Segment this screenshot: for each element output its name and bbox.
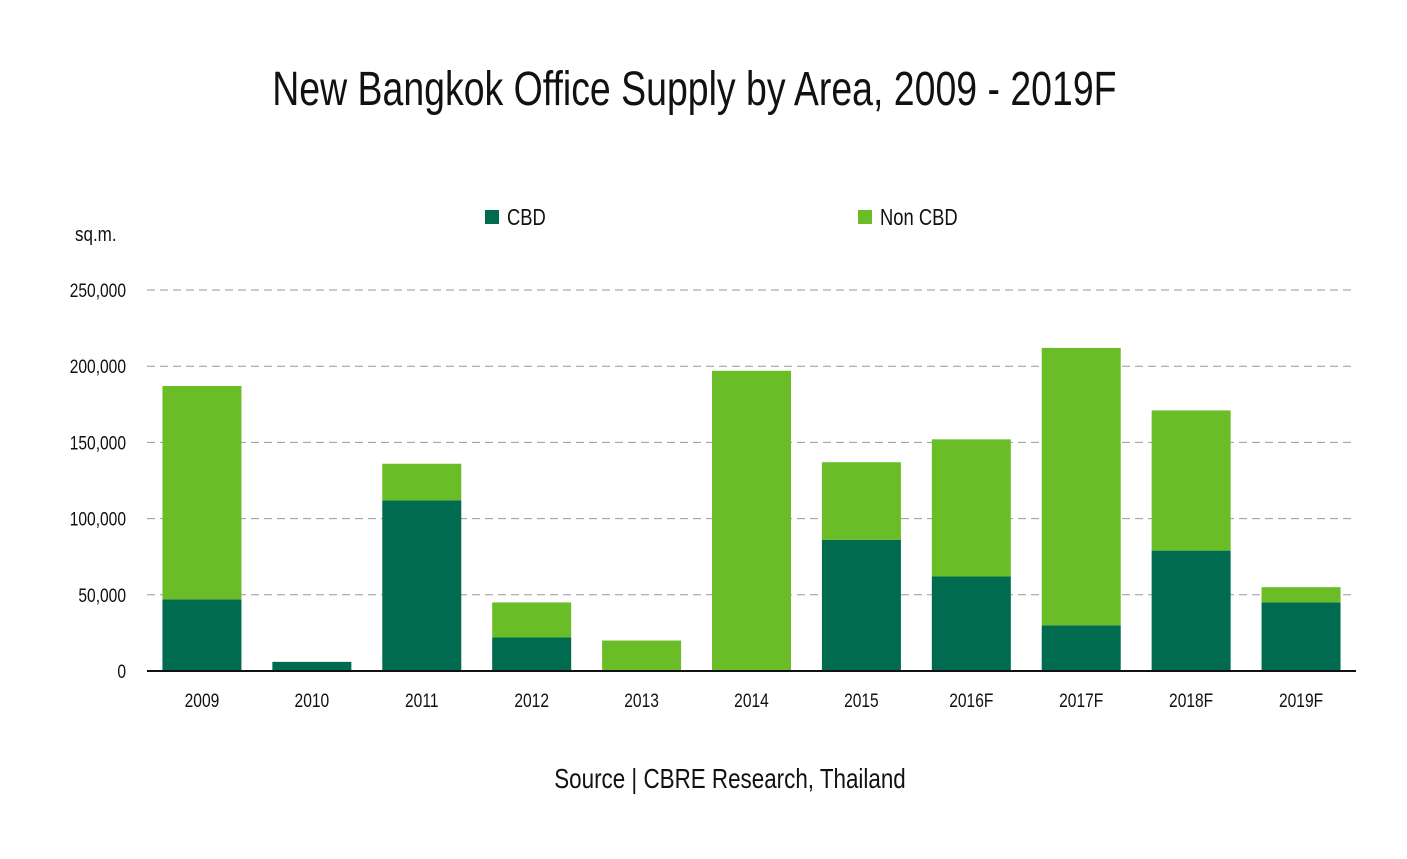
x-tick-label-2016f: 2016F [949,690,993,712]
legend-item-non-cbd: Non CBD [858,203,977,231]
bar-non-cbd-2009 [162,386,242,600]
bar-non-cbd-2019f [1261,587,1341,603]
x-tick-label-2015: 2015 [844,690,879,712]
x-tick-label-2010: 2010 [295,690,330,712]
y-tick-label-150000: 150,000 [70,432,126,454]
source-note: Source | CBRE Research, Thailand [554,763,906,794]
bar-non-cbd-2017f [1041,347,1121,626]
bar-cbd-2018f [1151,550,1231,671]
bar-non-cbd-2013 [602,640,682,671]
x-tick-label-2013: 2013 [624,690,659,712]
x-tick-label-2019f: 2019F [1279,690,1323,712]
bar-cbd-2012 [492,637,572,671]
legend-item-cbd: CBD [485,203,556,231]
bar-non-cbd-2014 [712,370,791,671]
bar-non-cbd-2018f [1151,410,1231,551]
bar-non-cbd-2011 [382,463,462,501]
y-tick-label-0: 0 [117,661,126,683]
bar-non-cbd-2016f [931,439,1011,577]
bar-non-cbd-2015 [821,462,901,540]
x-tick-label-2009: 2009 [185,690,220,712]
y-tick-label-250000: 250,000 [70,280,126,302]
x-tick-label-2014: 2014 [734,690,769,712]
x-tick-label-2012: 2012 [514,690,549,712]
y-axis-unit-label: sq.m. [75,224,117,246]
bar-cbd-2019f [1261,602,1341,671]
y-tick-label-50000: 50,000 [78,584,126,606]
x-tick-label-2017f: 2017F [1059,690,1103,712]
bar-cbd-2010 [272,661,352,671]
legend-swatch-cbd [485,210,499,224]
bar-cbd-2009 [162,599,242,671]
legend-swatch-non-cbd [858,210,872,224]
chart-title: New Bangkok Office Supply by Area, 2009 … [272,63,1117,116]
x-tick-label-2018f: 2018F [1169,690,1213,712]
bar-cbd-2015 [821,539,901,671]
y-tick-label-100000: 100,000 [70,508,126,530]
x-tick-label-2011: 2011 [405,690,438,712]
legend-label-non-cbd: Non CBD [880,203,958,230]
bar-cbd-2016f [931,576,1011,671]
bar-cbd-2017f [1041,625,1121,671]
bar-cbd-2011 [382,500,462,671]
legend-label-cbd: CBD [507,203,546,230]
y-tick-label-200000: 200,000 [70,356,126,378]
bar-non-cbd-2012 [492,602,572,638]
